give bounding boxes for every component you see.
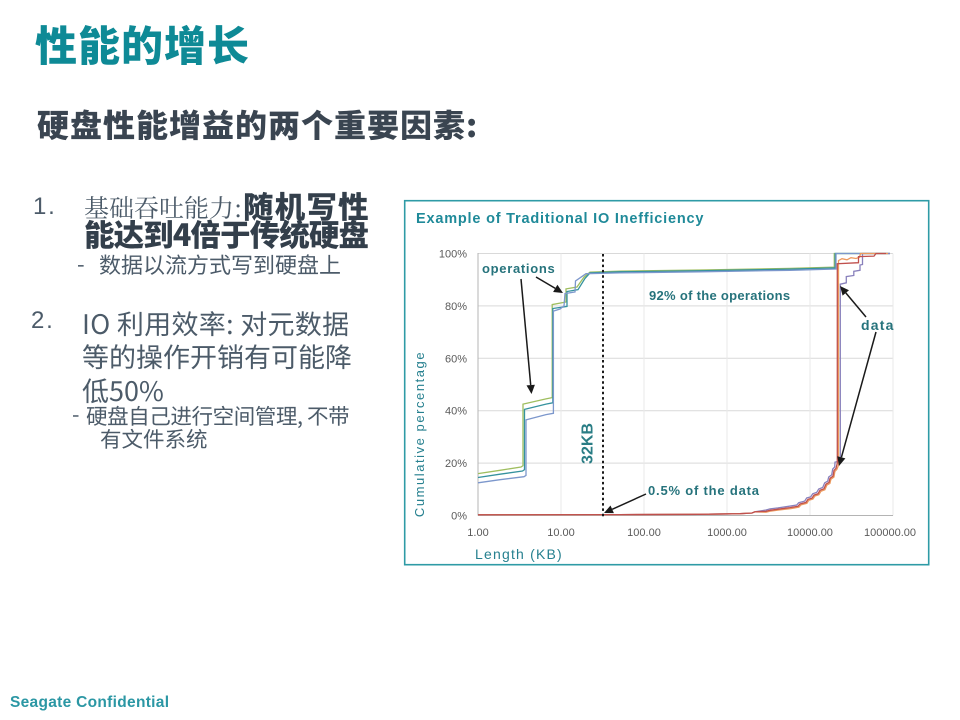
svg-text:32KB: 32KB xyxy=(580,423,597,464)
svg-text:Cumulative percentage: Cumulative percentage xyxy=(412,351,427,517)
svg-text:20%: 20% xyxy=(445,458,467,470)
svg-text:1000.00: 1000.00 xyxy=(707,527,747,539)
svg-text:100.00: 100.00 xyxy=(627,527,661,539)
svg-text:2.: 2. xyxy=(31,307,55,334)
svg-text:10.00: 10.00 xyxy=(547,527,575,539)
svg-text:Seagate Confidential: Seagate Confidential xyxy=(10,694,169,711)
svg-text:1.00: 1.00 xyxy=(467,527,488,539)
svg-text:0%: 0% xyxy=(451,511,467,523)
svg-text:0.5% of the data: 0.5% of the data xyxy=(648,483,760,498)
svg-text:data: data xyxy=(861,317,895,333)
svg-text:100000.00: 100000.00 xyxy=(864,527,916,539)
svg-text:60%: 60% xyxy=(445,353,467,365)
svg-text:10000.00: 10000.00 xyxy=(787,527,833,539)
svg-text:Example of Traditional IO Inef: Example of Traditional IO Inefficiency xyxy=(416,211,704,227)
svg-text:40%: 40% xyxy=(445,406,467,418)
svg-text:1.: 1. xyxy=(33,193,57,220)
svg-text:Length (KB): Length (KB) xyxy=(475,546,563,562)
svg-text:operations: operations xyxy=(482,261,555,276)
svg-text:92% of the operations: 92% of the operations xyxy=(649,288,790,303)
svg-text:80%: 80% xyxy=(445,301,467,313)
svg-text:100%: 100% xyxy=(439,249,467,261)
